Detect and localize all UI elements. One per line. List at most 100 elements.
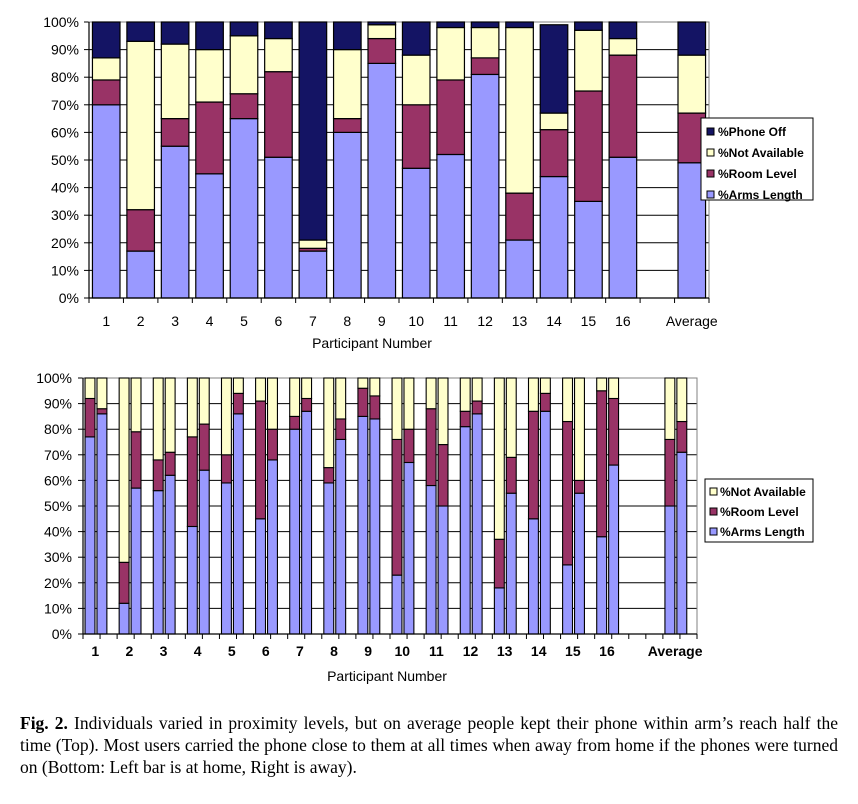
bar-segment xyxy=(264,37,293,73)
bar-segment-home xyxy=(118,602,130,635)
bar-segment-away xyxy=(369,395,381,420)
bar-segment xyxy=(298,250,328,299)
bar-segment-away xyxy=(369,377,381,397)
bar-segment xyxy=(332,48,362,120)
x-tick-label: 6 xyxy=(275,313,283,329)
x-tick-label: 1 xyxy=(102,313,110,329)
bar-segment-away xyxy=(573,377,585,481)
bar-segment xyxy=(126,40,156,211)
bar-segment xyxy=(608,21,638,40)
bar-segment-home xyxy=(289,377,301,417)
bar-segment-home xyxy=(255,400,267,520)
bar-segment xyxy=(401,21,431,56)
bar-segment xyxy=(470,26,500,59)
bar-segment-home xyxy=(255,518,267,635)
bar-segment-home xyxy=(289,428,301,635)
bar-segment-home xyxy=(493,377,505,540)
bar-segment-away xyxy=(539,377,551,394)
bar-segment-away xyxy=(96,408,108,415)
x-tick-label: 5 xyxy=(228,643,236,659)
bar-segment-home xyxy=(459,426,471,635)
y-tick-label: 50% xyxy=(51,152,79,168)
bar-segment-home xyxy=(118,377,130,563)
x-tick-label: 2 xyxy=(137,313,145,329)
bar-segment-home xyxy=(220,377,232,456)
bar-segment-away xyxy=(301,377,313,400)
bar-segment xyxy=(574,200,603,299)
bar-segment-home xyxy=(664,438,676,507)
y-tick-label: 10% xyxy=(44,600,72,616)
bar-segment-home xyxy=(255,377,267,402)
bar-segment-home xyxy=(357,377,369,389)
y-tick-label: 40% xyxy=(51,180,79,196)
bar-segment-away xyxy=(96,413,108,635)
x-tick-label: Average xyxy=(648,643,703,659)
bar-segment-home xyxy=(425,408,437,487)
x-tick-label: 13 xyxy=(497,643,513,659)
bar-segment-away xyxy=(164,377,176,453)
bar-segment-away xyxy=(437,444,449,507)
bar-segment-away xyxy=(471,377,483,402)
bar-segment-away xyxy=(164,474,176,635)
y-tick-label: 90% xyxy=(44,396,72,412)
x-tick-label: 8 xyxy=(343,313,351,329)
bar-segment-away xyxy=(301,397,313,412)
y-tick-label: 60% xyxy=(44,472,72,488)
bar-segment-home xyxy=(152,377,164,461)
bar-segment xyxy=(539,129,569,178)
bar-segment-home xyxy=(596,377,608,392)
bar-segment-home xyxy=(220,482,232,635)
bar-segment xyxy=(436,21,466,29)
x-tick-label: 9 xyxy=(378,313,386,329)
y-tick-label: 10% xyxy=(51,262,79,278)
y-tick-label: 80% xyxy=(44,421,72,437)
bar-segment xyxy=(505,26,534,194)
x-axis-title: Participant Number xyxy=(327,668,447,684)
bar-segment-home xyxy=(562,564,574,635)
legend-swatch xyxy=(706,190,715,199)
bar-segment-home xyxy=(186,436,198,528)
bar-segment-home xyxy=(596,536,608,635)
bar-segment-away xyxy=(198,423,210,471)
bar-segment-home xyxy=(562,377,574,423)
bar-segment xyxy=(505,21,534,29)
bar-segment xyxy=(401,54,431,106)
bar-segment-home xyxy=(459,410,471,428)
y-tick-label: 30% xyxy=(51,207,79,223)
x-tick-label: 14 xyxy=(546,313,562,329)
legend-label: %Phone Off xyxy=(718,125,787,139)
y-tick-label: 50% xyxy=(44,498,72,514)
y-tick-label: 100% xyxy=(36,370,72,386)
bar-segment-away xyxy=(403,428,415,464)
bar-segment-away xyxy=(198,469,210,635)
legend-swatch xyxy=(709,507,718,516)
bar-segment xyxy=(470,21,500,29)
figure-caption: Fig. 2. Individuals varied in proximity … xyxy=(20,712,838,778)
x-tick-label: 4 xyxy=(194,643,202,659)
x-tick-label: 8 xyxy=(330,643,338,659)
bar-segment-home xyxy=(425,377,437,410)
x-tick-label: 10 xyxy=(408,313,424,329)
legend-label: %Arms Length xyxy=(720,525,805,539)
bar-segment xyxy=(126,21,156,42)
bar-segment-away xyxy=(198,377,210,425)
bar-segment-away xyxy=(164,451,176,476)
bar-segment-away xyxy=(471,400,483,415)
bar-segment-home xyxy=(220,454,232,484)
bar-segment-home xyxy=(459,377,471,412)
bar-segment xyxy=(677,54,707,114)
legend-swatch xyxy=(709,487,718,496)
x-tick-label: 15 xyxy=(565,643,581,659)
bar-segment-home xyxy=(323,467,335,484)
y-tick-label: 90% xyxy=(51,42,79,58)
x-tick-label: 7 xyxy=(296,643,304,659)
bar-segment xyxy=(195,173,224,299)
bar-segment-away xyxy=(608,377,620,400)
bar-segment-home xyxy=(527,518,539,635)
bar-segment xyxy=(264,71,293,158)
bar-segment-away xyxy=(232,413,244,635)
bar-segment xyxy=(677,21,707,56)
bar-segment-away xyxy=(676,451,688,635)
bar-segment-away xyxy=(266,428,278,461)
bar-segment-home xyxy=(152,490,164,635)
